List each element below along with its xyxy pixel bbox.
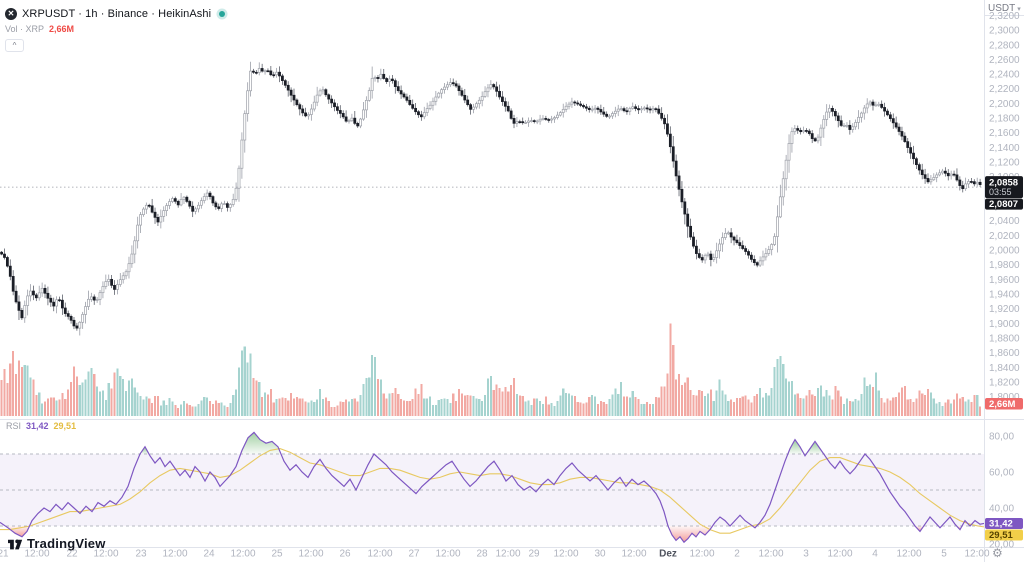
svg-text:2,1800: 2,1800	[989, 114, 1020, 125]
svg-text:29,51: 29,51	[989, 530, 1013, 541]
currency-label: USDT	[988, 3, 1016, 14]
svg-text:1,9600: 1,9600	[989, 275, 1020, 286]
svg-text:12:00: 12:00	[162, 549, 187, 560]
svg-text:21: 21	[0, 549, 9, 560]
svg-text:12:00: 12:00	[435, 549, 460, 560]
svg-text:22: 22	[66, 549, 78, 560]
svg-text:25: 25	[271, 549, 283, 560]
svg-text:2,3200: 2,3200	[989, 11, 1020, 22]
svg-text:12:00: 12:00	[93, 549, 118, 560]
svg-text:24: 24	[203, 549, 215, 560]
current-price-tag	[985, 176, 1023, 199]
svg-text:40,00: 40,00	[989, 504, 1014, 515]
svg-text:12:00: 12:00	[367, 549, 392, 560]
svg-text:4: 4	[872, 549, 878, 560]
svg-text:31,42: 31,42	[989, 518, 1013, 529]
volume-axis-badge	[985, 398, 1023, 410]
rsi-value-tag	[985, 517, 1023, 529]
volume-series	[0, 323, 982, 416]
symbol-title[interactable]: XRPUSDT · 1h · Binance · HeikinAshi	[22, 8, 212, 20]
tradingview-logo[interactable]: TradingView	[8, 536, 106, 551]
svg-text:12:00: 12:00	[24, 549, 49, 560]
svg-text:28: 28	[476, 549, 488, 560]
svg-text:2,2600: 2,2600	[989, 55, 1020, 66]
svg-text:2,0400: 2,0400	[989, 216, 1020, 227]
svg-text:12:00: 12:00	[758, 549, 783, 560]
svg-text:12:00: 12:00	[621, 549, 646, 560]
svg-text:1,8600: 1,8600	[989, 348, 1020, 359]
svg-text:12:00: 12:00	[230, 549, 255, 560]
rsi-line	[0, 431, 985, 544]
time-axis[interactable]: 21 12:00 22 12:00 23 12:00 24 12:00 25 12:00 26 12:…	[0, 549, 990, 560]
svg-text:2,66M: 2,66M	[989, 399, 1015, 410]
rsi-label: RSI	[6, 421, 22, 431]
symbol-legend: ✕ XRPUSDT · 1h · Binance · HeikinAshi Vo…	[5, 3, 226, 52]
rsi-ma-line	[0, 448, 985, 534]
collapse-legend-button[interactable]: ^	[5, 39, 24, 52]
price-scale-currency[interactable]: USDT ▾	[988, 3, 1021, 14]
svg-text:1,9200: 1,9200	[989, 304, 1020, 315]
volume-indicator-value: 2,66M	[49, 24, 75, 34]
svg-text:30: 30	[594, 549, 606, 560]
svg-text:1,8000: 1,8000	[989, 392, 1020, 403]
svg-text:12:00: 12:00	[896, 549, 921, 560]
svg-text:2,3000: 2,3000	[989, 26, 1020, 37]
svg-text:2,0000: 2,0000	[989, 246, 1020, 257]
volume-indicator-row[interactable]: Vol · XRP 2,66M	[5, 24, 225, 34]
svg-text:27: 27	[408, 549, 420, 560]
svg-text:12:00: 12:00	[553, 549, 578, 560]
svg-text:1,9800: 1,9800	[989, 260, 1020, 271]
svg-text:2,1400: 2,1400	[989, 143, 1020, 154]
svg-text:5: 5	[941, 549, 947, 560]
market-status-icon[interactable]	[219, 11, 226, 17]
candle-series	[0, 61, 982, 336]
svg-text:12:00: 12:00	[495, 549, 520, 560]
svg-text:03:55: 03:55	[989, 187, 1012, 197]
svg-text:2,2800: 2,2800	[989, 40, 1020, 51]
svg-text:2,1200: 2,1200	[989, 158, 1020, 169]
svg-text:2,0200: 2,0200	[989, 231, 1020, 242]
rsi-pane	[0, 431, 985, 544]
svg-text:2,2400: 2,2400	[989, 70, 1020, 81]
secondary-price-tag	[985, 198, 1023, 210]
price-axis[interactable]: 2,3200 2,3000 2,2800 2,2600 2,2400 2,2200 2,20…	[989, 11, 1020, 551]
svg-text:1,9000: 1,9000	[989, 319, 1020, 330]
brand-text: TradingView	[27, 536, 106, 551]
svg-text:12:00: 12:00	[298, 549, 323, 560]
svg-text:12:00: 12:00	[827, 549, 852, 560]
svg-text:23: 23	[135, 549, 147, 560]
time-axis-settings-gear-icon[interactable]: ⚙	[992, 546, 1003, 560]
xrp-logo-icon: ✕	[5, 8, 17, 20]
svg-text:1,8400: 1,8400	[989, 363, 1020, 374]
svg-text:1,8800: 1,8800	[989, 333, 1020, 344]
rsi-legend[interactable]: RSI 31,42 29,51	[6, 421, 76, 431]
chevron-up-icon: ^	[12, 40, 17, 50]
tradingview-logo-icon	[8, 539, 23, 550]
rsi-ma-value-tag	[985, 529, 1023, 541]
svg-text:20,00: 20,00	[989, 540, 1014, 551]
svg-text:2: 2	[734, 549, 740, 560]
svg-text:12:00: 12:00	[964, 549, 989, 560]
svg-text:12:00: 12:00	[689, 549, 714, 560]
svg-text:80,00: 80,00	[989, 432, 1014, 443]
caret-down-icon: ▾	[1017, 5, 1021, 13]
svg-text:2,2000: 2,2000	[989, 99, 1020, 110]
svg-text:3: 3	[803, 549, 809, 560]
svg-text:2,0858: 2,0858	[989, 178, 1018, 189]
svg-text:26: 26	[339, 549, 351, 560]
volume-indicator-label: Vol · XRP	[5, 24, 45, 34]
rsi-value: 31,42	[26, 421, 49, 431]
svg-text:2,0807: 2,0807	[989, 199, 1018, 210]
svg-text:Dez: Dez	[659, 549, 677, 560]
svg-text:2,1600: 2,1600	[989, 128, 1020, 139]
rsi-ma-value: 29,51	[53, 421, 77, 431]
svg-text:1,9400: 1,9400	[989, 289, 1020, 300]
symbol-row[interactable]: ✕ XRPUSDT · 1h · Binance · HeikinAshi	[5, 8, 226, 21]
svg-text:29: 29	[528, 549, 540, 560]
svg-text:1,8200: 1,8200	[989, 377, 1020, 388]
svg-text:2,2200: 2,2200	[989, 84, 1020, 95]
svg-text:60,00: 60,00	[989, 468, 1014, 479]
